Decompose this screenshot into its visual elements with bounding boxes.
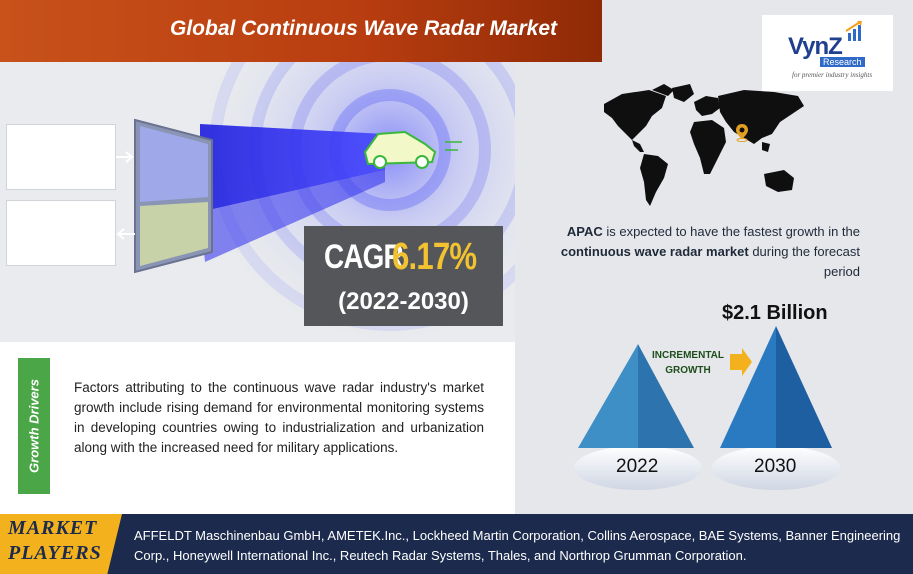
start-year: 2022 [616, 456, 659, 477]
region-text-1: is expected to have the fastest growth i… [602, 224, 860, 239]
cagr-label: CAGR [324, 238, 404, 276]
incremental-growth-label: INCREMENTAL GROWTH [646, 348, 730, 378]
vynz-logo: VynZ Research for premier industry insig… [762, 15, 893, 91]
logo-tagline: for premier industry insights [792, 71, 873, 79]
growth-pyramids [574, 326, 840, 490]
market-players-label-2: PLAYERS [8, 542, 102, 564]
placeholder-box-bottom [6, 200, 116, 266]
world-map [604, 84, 804, 206]
market-value: $2.1 Billion [722, 302, 828, 324]
region-name: APAC [566, 224, 603, 239]
market-players-list: AFFELDT Maschinenbau GmbH, AMETEK.Inc., … [134, 528, 901, 563]
growth-arrow-icon [730, 348, 752, 376]
cagr-value: 6.17% [392, 236, 477, 278]
page-title: Global Continuous Wave Radar Market [170, 17, 558, 40]
incremental-line1: INCREMENTAL [651, 350, 725, 361]
signal-in-arrow-icon [115, 151, 134, 163]
arrow-up-icon [845, 21, 862, 41]
region-insight-text: APAC is expected to have the fastest gro… [560, 222, 860, 282]
growth-drivers-bar [18, 358, 50, 494]
base-2030 [712, 446, 840, 490]
map-pin-icon [736, 124, 748, 142]
reflected-beam [200, 170, 385, 262]
logo-wordmark: VynZ [788, 33, 843, 60]
growth-drivers-heading: Growth Drivers [26, 379, 42, 473]
cagr-period: (2022-2030) [338, 288, 469, 315]
title-banner: Global Continuous Wave Radar Market [0, 0, 602, 62]
pyramid-2022 [578, 344, 694, 448]
market-players-label-1: MARKET [8, 517, 98, 539]
market-players-footer [0, 514, 913, 574]
logo-research: Research [820, 57, 865, 67]
base-2022 [574, 446, 702, 490]
end-year: 2030 [754, 456, 797, 477]
pyramid-2030 [720, 326, 832, 448]
market-players-badge [0, 514, 122, 574]
radar-antenna-panel [134, 118, 213, 274]
market-name: continuous wave radar market [560, 244, 749, 259]
cagr-box: CAGR 6.17% (2022-2030) [304, 226, 503, 326]
placeholder-box-top [6, 124, 116, 190]
growth-drivers-panel [0, 342, 515, 514]
car-icon [363, 130, 462, 169]
signal-out-arrow-icon [116, 228, 135, 240]
radar-beam [200, 124, 385, 212]
growth-drivers-text: Factors attributing to the continuous wa… [74, 380, 484, 455]
region-text-2: during the forecast period [748, 244, 860, 279]
incremental-line2: GROWTH [665, 365, 711, 376]
